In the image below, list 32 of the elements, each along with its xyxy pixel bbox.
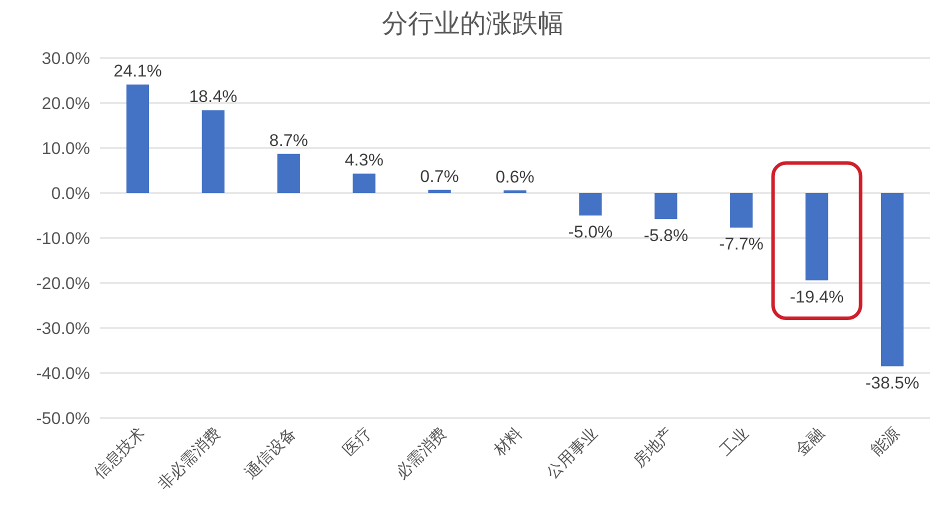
- x-tick-label: 材料: [491, 424, 526, 460]
- y-tick-label: 30.0%: [42, 49, 90, 68]
- y-tick-label: 10.0%: [42, 139, 90, 158]
- data-label: 0.7%: [420, 166, 459, 186]
- y-tick-label: -20.0%: [36, 274, 90, 293]
- data-label: -7.7%: [719, 234, 764, 254]
- y-tick-label: -10.0%: [36, 229, 90, 248]
- data-label: -19.4%: [790, 287, 844, 306]
- y-tick-label: -40.0%: [36, 364, 90, 383]
- data-label: 8.7%: [269, 130, 308, 150]
- x-tick-label: 工业: [718, 424, 752, 460]
- x-tick-label: 金融: [793, 424, 828, 460]
- x-tick-label: 必需消费: [393, 424, 450, 482]
- data-label: 18.4%: [189, 87, 238, 106]
- x-tick-label: 医疗: [340, 424, 375, 460]
- y-tick-label: -30.0%: [36, 319, 90, 338]
- data-label: -38.5%: [865, 373, 920, 392]
- x-tick-label: 信息技术: [91, 424, 149, 482]
- data-label: 24.1%: [114, 62, 162, 81]
- x-tick-label: 能源: [868, 424, 904, 460]
- data-label: -5.0%: [568, 222, 613, 242]
- y-tick-label: 20.0%: [42, 94, 90, 113]
- x-tick-label: 公用事业: [544, 424, 602, 482]
- x-tick-label: 通信设备: [242, 424, 300, 482]
- y-tick-label: 0.0%: [51, 184, 90, 203]
- data-label: -5.8%: [644, 226, 688, 246]
- x-tick-label: 房地产: [630, 424, 677, 471]
- x-tick-label: 非必需消费: [155, 424, 224, 494]
- data-label: 0.6%: [496, 167, 534, 186]
- y-tick-label: -50.0%: [36, 409, 90, 428]
- data-label: 4.3%: [344, 150, 384, 170]
- title: 分行业的涨跌幅: [382, 8, 564, 38]
